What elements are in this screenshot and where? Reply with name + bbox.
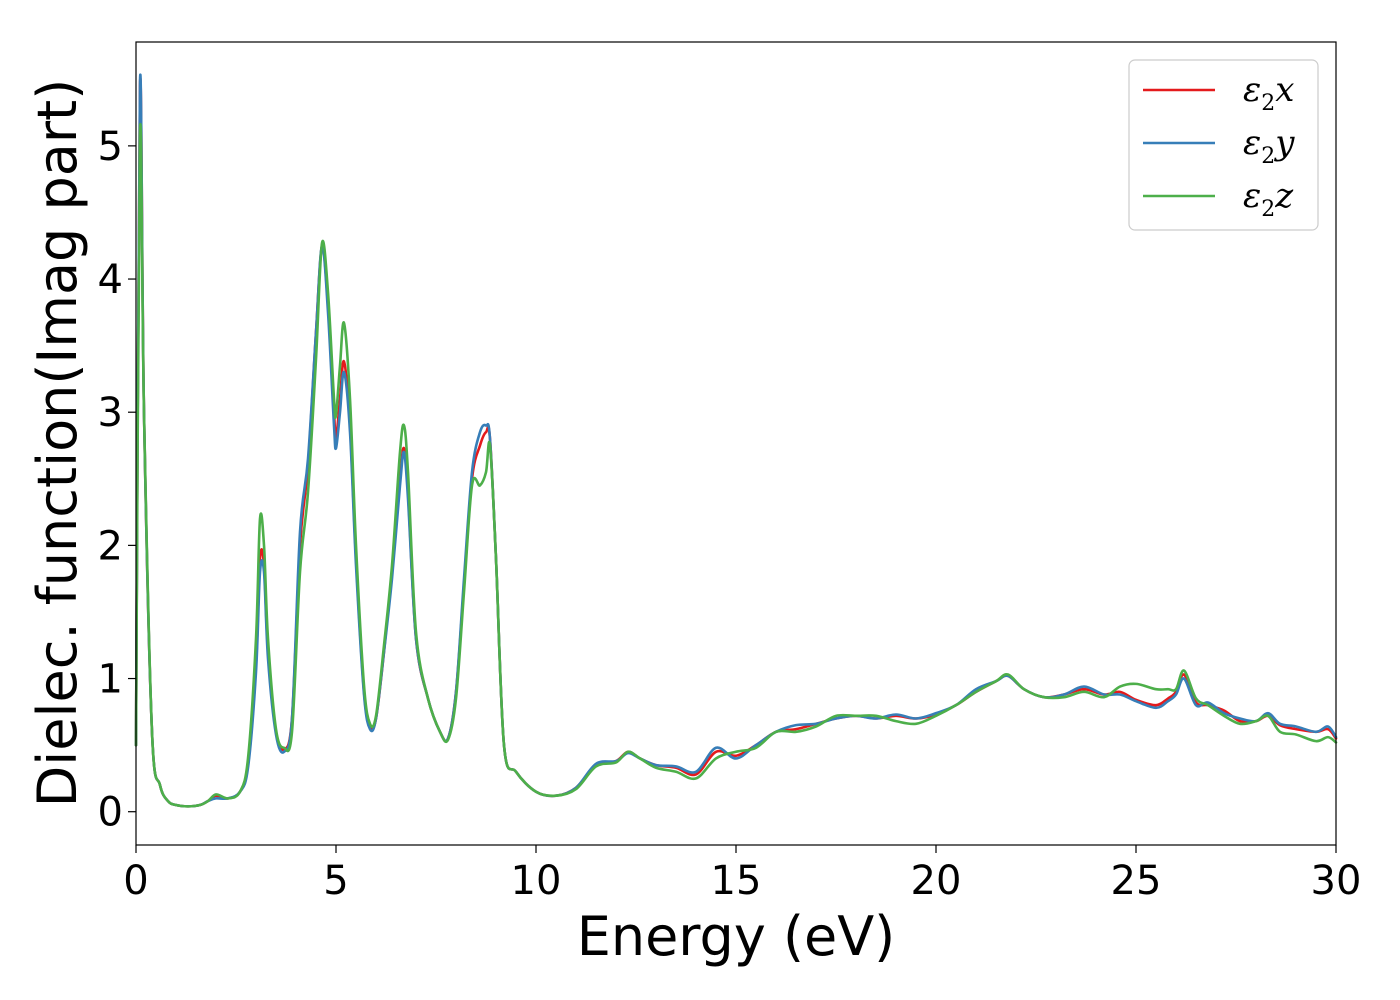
legend-box (1128, 59, 1319, 231)
x-tick-label: 5 (323, 858, 348, 904)
x-axis-ticks: 0 5 10 15 20 25 30 (123, 845, 1361, 904)
y-axis-title: Dielec. function(Imag part) (26, 79, 89, 808)
x-tick-label: 25 (1111, 858, 1162, 904)
y-tick-label: 0 (98, 790, 123, 836)
legend: ε2x ε2y ε2z (1128, 59, 1319, 231)
x-axis-title: Energy (eV) (577, 905, 896, 968)
y-axis-ticks: 0 1 2 3 4 5 (98, 124, 136, 836)
series-layer (134, 73, 1338, 808)
series-line-z (134, 122, 1338, 808)
legend-label-x: ε2x (1243, 70, 1294, 116)
legend-label-y: ε2y (1243, 123, 1295, 169)
x-tick-label: 20 (911, 858, 962, 904)
series-line-y (134, 73, 1338, 808)
y-tick-label: 5 (98, 124, 123, 170)
x-tick-label: 10 (511, 858, 562, 904)
legend-label-z: ε2z (1243, 176, 1294, 222)
y-tick-label: 1 (98, 657, 123, 703)
x-tick-label: 30 (1311, 858, 1362, 904)
x-tick-label: 0 (123, 858, 148, 904)
x-tick-label: 15 (711, 858, 762, 904)
y-tick-label: 2 (98, 523, 123, 569)
y-tick-label: 3 (98, 390, 123, 436)
y-tick-label: 4 (98, 257, 123, 303)
